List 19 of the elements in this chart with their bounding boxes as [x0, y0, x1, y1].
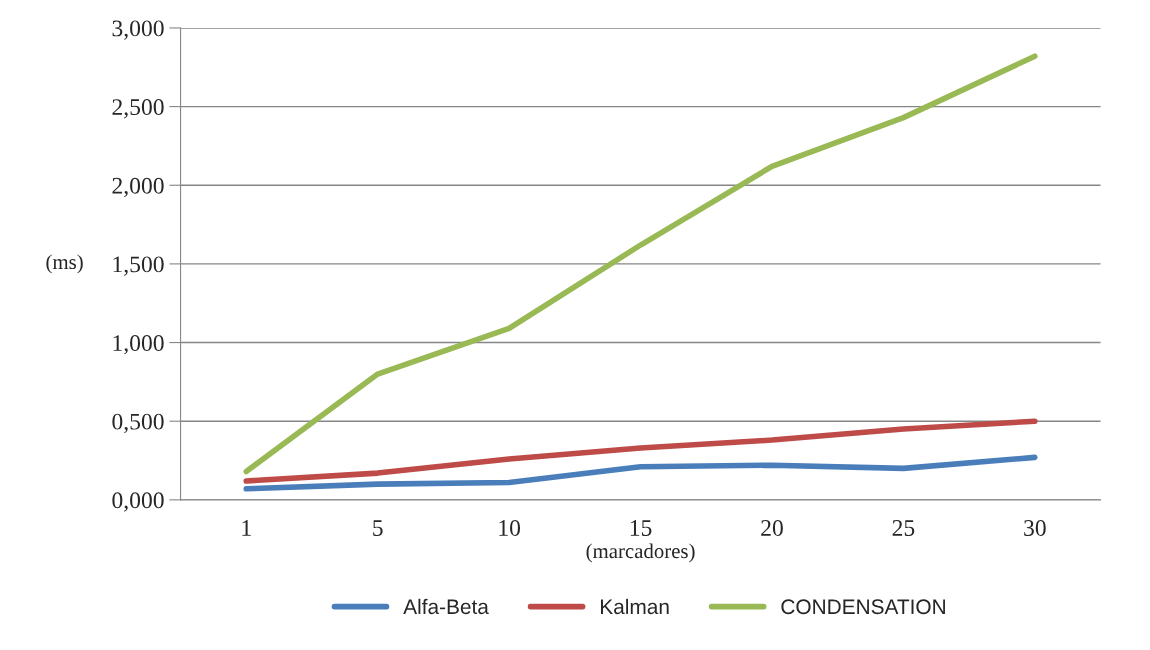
x-tick-label: 15: [630, 520, 652, 536]
x-tick-label: 25: [892, 520, 915, 536]
y-tick-label: 0,000: [112, 492, 164, 512]
y-tick-label: 3,000: [112, 20, 164, 40]
y-tick-label: 1,000: [113, 335, 164, 355]
x-tick-label: 5: [373, 520, 383, 536]
legend-label: Alfa-Beta: [403, 598, 489, 615]
x-tick-label: 10: [499, 519, 521, 536]
y-tick-label: 2,000: [112, 177, 164, 198]
x-tick-label: 30: [1024, 519, 1046, 536]
x-tick-label: 20: [761, 519, 783, 536]
y-tick-label: 0,500: [112, 413, 164, 434]
legend-label: CONDENSATION: [781, 599, 945, 615]
x-axis-title: (marcadores): [586, 543, 695, 563]
x-tick-label: 1: [242, 520, 251, 536]
y-tick-label: 1,500: [113, 256, 164, 276]
y-axis-title: (ms): [46, 254, 83, 274]
y-tick-label: 2,500: [112, 99, 164, 119]
legend-label: Kalman: [601, 598, 669, 615]
